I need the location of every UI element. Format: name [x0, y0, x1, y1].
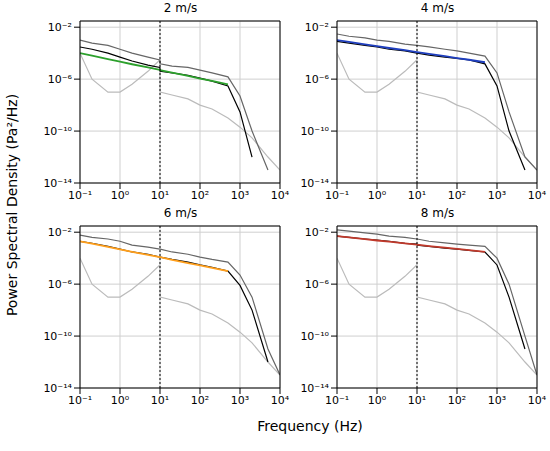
svg-text:10⁰: 10⁰	[368, 189, 387, 202]
html-text:6 m/s: 6 m/s	[163, 206, 198, 220]
svg-text:10⁻²: 10⁻²	[48, 21, 72, 34]
svg-text:10⁻¹: 10⁻¹	[68, 189, 92, 202]
svg-text:10³: 10³	[488, 394, 506, 407]
svg-text:10³: 10³	[488, 189, 506, 202]
html-text:Frequency (Hz): Frequency (Hz)	[257, 418, 363, 434]
svg-text:10⁰: 10⁰	[111, 394, 130, 407]
svg-text:10⁻⁶: 10⁻⁶	[305, 73, 330, 86]
svg-text:10²: 10²	[448, 394, 466, 407]
svg-text:10³: 10³	[231, 394, 249, 407]
svg-text:10¹: 10¹	[408, 394, 426, 407]
html-text:2 m/s: 2 m/s	[163, 1, 198, 15]
svg-text:10⁻¹⁴: 10⁻¹⁴	[300, 382, 329, 395]
svg-text:10⁻¹⁰: 10⁻¹⁰	[300, 330, 329, 343]
svg-text:10⁻⁶: 10⁻⁶	[48, 73, 73, 86]
svg-text:10⁻¹⁰: 10⁻¹⁰	[43, 330, 72, 343]
svg-text:10⁻¹⁴: 10⁻¹⁴	[300, 177, 329, 190]
svg-text:10⁴: 10⁴	[528, 394, 542, 407]
svg-text:10⁻¹⁴: 10⁻¹⁴	[43, 177, 72, 190]
svg-text:10⁻²: 10⁻²	[305, 21, 329, 34]
svg-text:10⁴: 10⁴	[271, 394, 290, 407]
svg-text:10⁰: 10⁰	[111, 189, 130, 202]
svg-text:10²: 10²	[448, 189, 466, 202]
svg-text:10⁻¹: 10⁻¹	[325, 394, 349, 407]
svg-text:10⁻⁶: 10⁻⁶	[48, 278, 73, 291]
svg-text:10⁴: 10⁴	[528, 189, 542, 202]
svg-text:10²: 10²	[191, 394, 209, 407]
svg-text:10³: 10³	[231, 189, 249, 202]
svg-text:10⁻⁶: 10⁻⁶	[305, 278, 330, 291]
svg-text:10⁻¹: 10⁻¹	[68, 394, 92, 407]
svg-text:10⁻¹⁴: 10⁻¹⁴	[43, 382, 72, 395]
svg-text:10¹: 10¹	[151, 394, 169, 407]
svg-text:10⁻²: 10⁻²	[305, 226, 329, 239]
html-text:8 m/s: 8 m/s	[420, 206, 455, 220]
html-text:Power Spectral Density (Pa²/Hz: Power Spectral Density (Pa²/Hz)	[4, 93, 20, 317]
html-text:4 m/s: 4 m/s	[420, 1, 455, 15]
svg-text:10⁻²: 10⁻²	[48, 226, 72, 239]
svg-text:10¹: 10¹	[408, 189, 426, 202]
svg-text:10⁴: 10⁴	[271, 189, 290, 202]
svg-text:10⁻¹⁰: 10⁻¹⁰	[43, 125, 72, 138]
svg-text:10⁰: 10⁰	[368, 394, 387, 407]
svg-text:10¹: 10¹	[151, 189, 169, 202]
svg-text:10⁻¹⁰: 10⁻¹⁰	[300, 125, 329, 138]
svg-text:10⁻¹: 10⁻¹	[325, 189, 349, 202]
svg-text:10²: 10²	[191, 189, 209, 202]
